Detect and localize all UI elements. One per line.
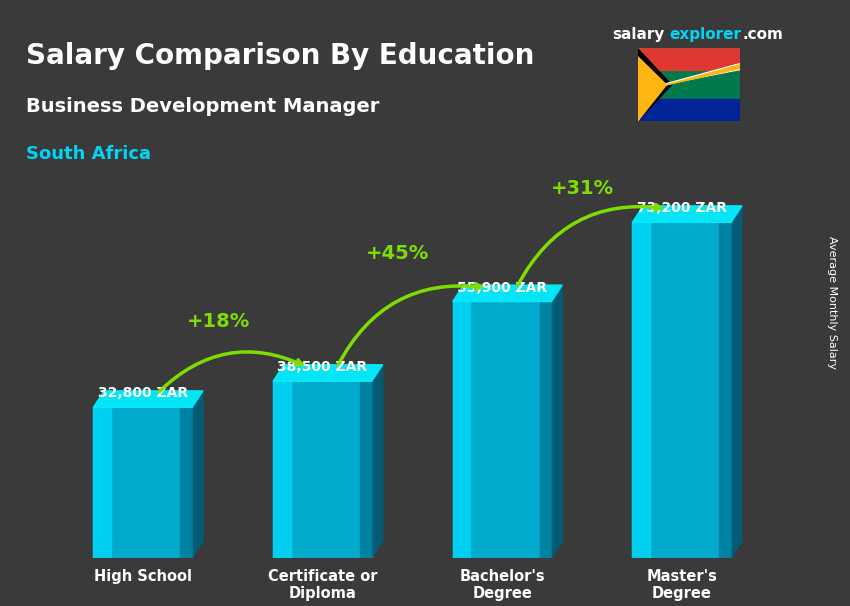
Polygon shape (638, 61, 740, 121)
Bar (360, 381, 371, 558)
Polygon shape (192, 391, 203, 558)
Bar (453, 302, 552, 558)
Bar (180, 407, 192, 558)
Text: .com: .com (742, 27, 783, 42)
Text: 38,500 ZAR: 38,500 ZAR (277, 361, 367, 375)
Text: Salary Comparison By Education: Salary Comparison By Education (26, 42, 534, 70)
Text: 55,900 ZAR: 55,900 ZAR (457, 281, 547, 295)
Polygon shape (638, 56, 740, 121)
Text: South Africa: South Africa (26, 145, 150, 164)
Text: 73,200 ZAR: 73,200 ZAR (637, 201, 727, 216)
Bar (632, 222, 650, 558)
Bar (453, 302, 470, 558)
Polygon shape (638, 48, 672, 121)
Polygon shape (371, 365, 382, 558)
Text: Business Development Manager: Business Development Manager (26, 97, 379, 116)
Bar (273, 381, 371, 558)
Text: +31%: +31% (552, 179, 615, 198)
Bar (632, 222, 731, 558)
Text: explorer: explorer (670, 27, 742, 42)
Polygon shape (552, 285, 562, 558)
Bar (94, 407, 192, 558)
Bar (94, 407, 111, 558)
Polygon shape (731, 206, 742, 558)
Polygon shape (273, 365, 382, 381)
Text: 32,800 ZAR: 32,800 ZAR (98, 387, 188, 401)
Bar (540, 302, 552, 558)
Bar (638, 70, 740, 99)
Polygon shape (94, 391, 203, 407)
Bar (273, 381, 291, 558)
Bar (638, 48, 740, 70)
Polygon shape (453, 285, 562, 302)
Bar (638, 99, 740, 121)
Text: salary: salary (612, 27, 665, 42)
Polygon shape (632, 206, 742, 222)
Text: +45%: +45% (366, 244, 429, 262)
Text: Average Monthly Salary: Average Monthly Salary (827, 236, 837, 370)
Bar (719, 222, 731, 558)
Text: +18%: +18% (187, 312, 250, 331)
